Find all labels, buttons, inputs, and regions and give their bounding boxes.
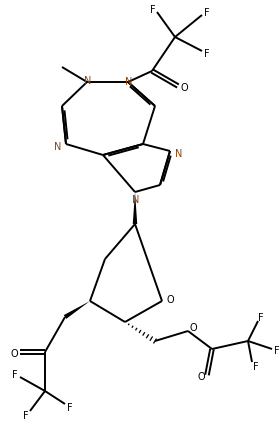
Text: F: F	[274, 345, 280, 355]
Text: F: F	[150, 5, 156, 15]
Text: O: O	[197, 371, 205, 381]
Text: O: O	[180, 83, 188, 93]
Text: N: N	[84, 76, 92, 86]
Text: F: F	[12, 369, 18, 379]
Text: F: F	[258, 312, 264, 322]
Text: F: F	[67, 402, 73, 412]
Polygon shape	[64, 301, 90, 319]
Text: F: F	[23, 410, 29, 420]
Text: F: F	[253, 361, 259, 371]
Text: O: O	[10, 348, 18, 358]
Text: F: F	[204, 49, 210, 59]
Polygon shape	[133, 193, 137, 224]
Text: N: N	[132, 194, 140, 204]
Text: N: N	[175, 149, 183, 159]
Text: N: N	[54, 141, 62, 151]
Text: O: O	[189, 322, 197, 332]
Text: N: N	[125, 77, 133, 87]
Text: F: F	[204, 8, 210, 18]
Text: O: O	[166, 294, 174, 304]
